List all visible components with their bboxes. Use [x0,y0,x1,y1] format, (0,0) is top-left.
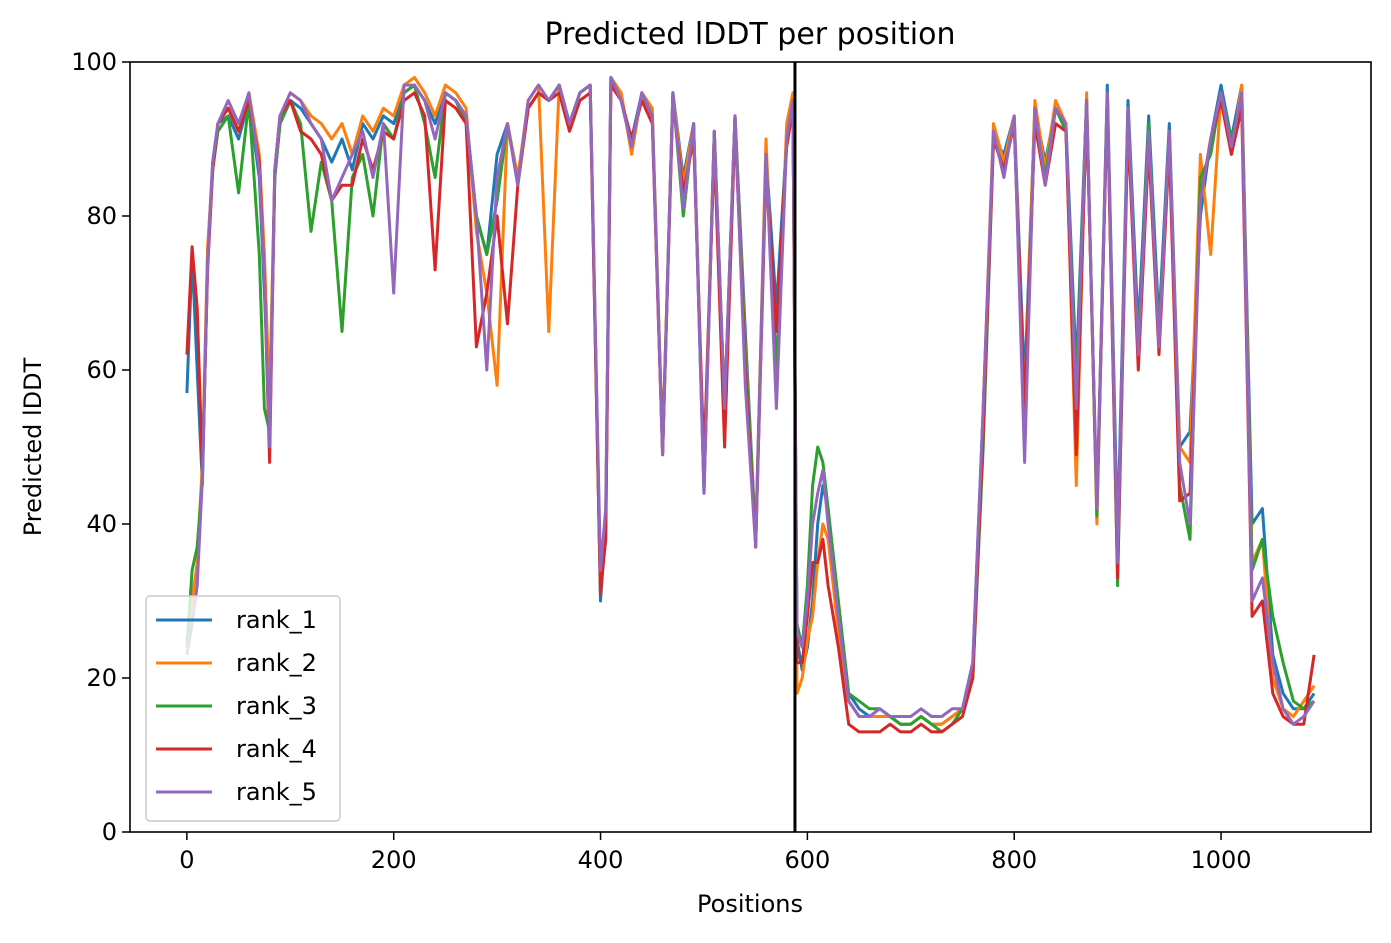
x-axis-label: Positions [697,890,803,918]
plot-area: 0 200 400 600 800 1000 0 20 40 60 80 100 rank_1 rank_… [71,48,1372,874]
x-tick-label: 400 [578,846,624,874]
x-tick-label: 0 [179,846,194,874]
y-tick-label: 0 [102,818,117,846]
legend-label-rank-1: rank_1 [236,606,317,634]
legend-box [145,595,341,822]
y-axis-label: Predicted lDDT [19,357,47,536]
x-tick-label: 200 [371,846,417,874]
legend-label-rank-2: rank_2 [236,649,317,677]
plot-frame [129,61,1372,833]
x-tick-label: 800 [991,846,1037,874]
chart-title: Predicted lDDT per position [545,17,956,52]
x-tick-label: 1000 [1191,846,1252,874]
legend-label-rank-5: rank_5 [236,778,317,806]
legend-label-rank-4: rank_4 [236,735,317,763]
series-line-rank-5 [185,75,1316,726]
legend-label-rank-3: rank_3 [236,692,317,720]
y-tick-label: 60 [86,356,117,384]
y-tick-label: 40 [86,510,117,538]
y-tick-label: 20 [86,664,117,692]
y-tick-label: 80 [86,202,117,230]
y-tick-label: 100 [71,48,117,76]
x-tick-label: 600 [784,846,830,874]
